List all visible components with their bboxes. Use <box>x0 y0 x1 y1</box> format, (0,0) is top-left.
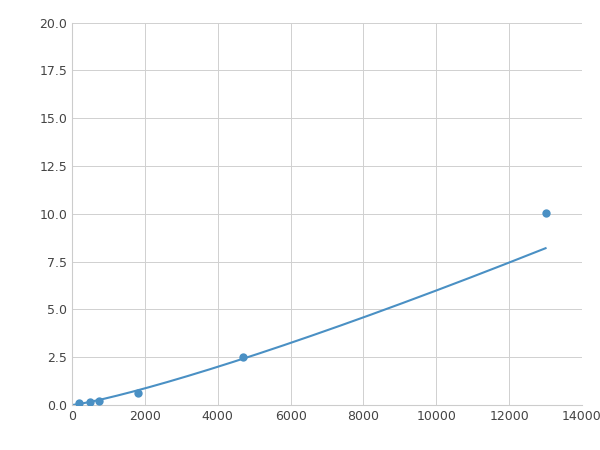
Point <box>238 354 248 361</box>
Point <box>133 390 142 397</box>
Point <box>74 400 84 407</box>
Point <box>85 399 95 406</box>
Point <box>95 398 104 405</box>
Point <box>541 209 550 216</box>
